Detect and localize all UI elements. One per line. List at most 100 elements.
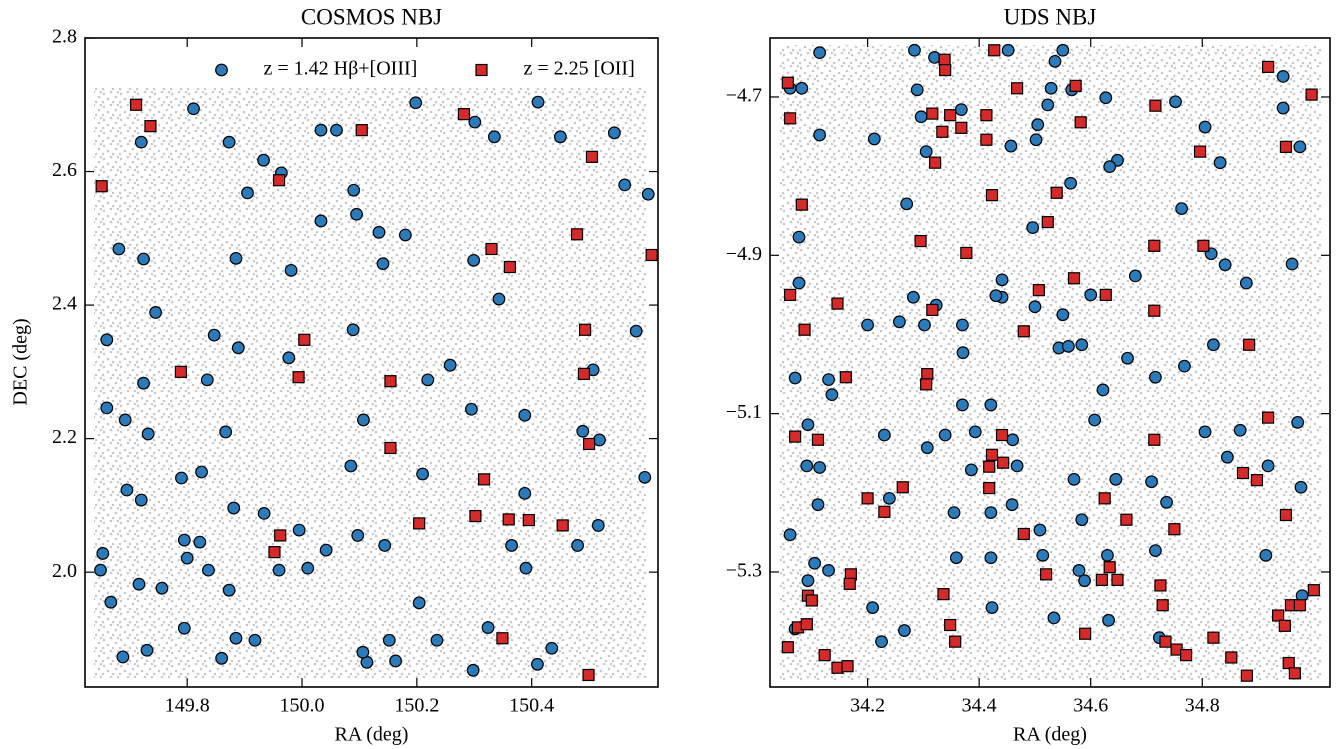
- circle-marker: [638, 470, 652, 484]
- square-marker: [980, 133, 993, 146]
- circle-marker: [492, 292, 506, 306]
- square-marker: [268, 546, 281, 559]
- square-marker: [1197, 239, 1210, 252]
- square-marker: [645, 248, 658, 262]
- square-marker: [384, 375, 397, 388]
- square-marker: [937, 588, 950, 601]
- circle-marker: [861, 318, 875, 332]
- circle-marker: [1261, 459, 1275, 473]
- square-marker: [920, 378, 933, 391]
- square-marker: [477, 473, 491, 486]
- square-marker: [469, 509, 482, 523]
- circle-marker: [1213, 156, 1227, 170]
- circle-marker: [518, 486, 532, 500]
- circle-marker: [1028, 300, 1042, 314]
- circle-marker: [1276, 69, 1290, 83]
- square-marker: [944, 109, 957, 122]
- circle-marker: [1048, 54, 1062, 68]
- square-marker: [983, 460, 996, 473]
- circle-marker: [893, 315, 906, 329]
- circle-marker: [357, 413, 370, 427]
- circle-marker: [947, 506, 961, 519]
- circle-marker: [875, 635, 888, 649]
- square-marker: [1148, 433, 1161, 446]
- square-marker: [570, 228, 584, 241]
- square-marker: [272, 174, 286, 187]
- circle-marker: [968, 425, 982, 439]
- circle-marker: [1031, 118, 1045, 132]
- circle-marker: [319, 543, 333, 557]
- circle-marker: [330, 123, 343, 137]
- circle-marker: [430, 633, 444, 647]
- legend-marker: [475, 63, 488, 77]
- circle-marker: [1198, 120, 1212, 134]
- circle-marker: [222, 583, 236, 597]
- circle-marker: [141, 427, 155, 441]
- circle-marker: [1220, 450, 1234, 464]
- circle-marker: [229, 631, 243, 645]
- square-marker: [1279, 140, 1293, 153]
- circle-marker: [956, 318, 969, 332]
- circle-marker: [376, 257, 390, 271]
- square-marker: [926, 303, 939, 317]
- circle-marker: [1160, 495, 1173, 509]
- square-marker: [274, 529, 287, 542]
- circle-marker: [1121, 351, 1134, 365]
- square-marker: [355, 124, 368, 137]
- circle-marker: [629, 324, 643, 338]
- circle-marker: [545, 641, 559, 655]
- circle-marker: [1078, 574, 1091, 588]
- circle-marker: [398, 228, 412, 242]
- square-marker: [983, 481, 996, 495]
- circle-marker: [1041, 98, 1055, 112]
- circle-marker: [801, 418, 815, 432]
- circle-marker: [1109, 472, 1123, 486]
- circle-marker: [808, 556, 822, 570]
- y-tick-label: −4.9: [726, 243, 762, 265]
- square-marker: [1282, 656, 1295, 670]
- x-tick-label: 34.4: [962, 695, 997, 717]
- square-marker: [800, 618, 813, 631]
- circle-marker: [795, 81, 809, 95]
- circle-marker: [416, 467, 429, 481]
- circle-marker: [1036, 548, 1050, 562]
- circle-marker: [1084, 288, 1098, 302]
- circle-marker: [1149, 370, 1162, 384]
- circle-marker: [910, 83, 924, 97]
- circle-marker: [96, 547, 110, 560]
- square-marker: [1159, 635, 1172, 648]
- square-marker: [995, 428, 1009, 442]
- circle-marker: [825, 388, 839, 402]
- square-marker: [1272, 609, 1285, 622]
- y-axis-label: DEC (deg): [10, 318, 32, 405]
- square-marker: [298, 333, 311, 346]
- circle-marker: [1075, 513, 1089, 527]
- circle-marker: [898, 624, 911, 637]
- square-marker: [997, 456, 1010, 469]
- square-marker: [129, 98, 143, 111]
- square-marker: [1225, 651, 1238, 664]
- circle-marker: [783, 528, 797, 542]
- circle-marker: [641, 187, 655, 201]
- circle-marker: [607, 126, 621, 140]
- circle-marker: [346, 323, 360, 337]
- circle-marker: [231, 341, 245, 355]
- circle-marker: [257, 506, 271, 520]
- circle-marker: [1010, 459, 1024, 473]
- circle-marker: [1029, 133, 1043, 147]
- square-marker: [1168, 523, 1181, 536]
- circle-marker: [1128, 269, 1142, 283]
- circle-marker: [487, 130, 501, 144]
- circle-marker: [481, 621, 495, 634]
- square-marker: [1041, 215, 1054, 229]
- square-marker: [1149, 99, 1162, 112]
- circle-marker: [1067, 472, 1081, 486]
- square-marker: [1236, 466, 1250, 480]
- circle-marker: [100, 333, 114, 347]
- circle-marker: [301, 561, 315, 575]
- circle-marker: [350, 207, 363, 221]
- circle-marker: [134, 493, 148, 507]
- parent-sample-field: [94, 88, 646, 678]
- circle-marker: [134, 135, 148, 149]
- circle-marker: [813, 461, 827, 474]
